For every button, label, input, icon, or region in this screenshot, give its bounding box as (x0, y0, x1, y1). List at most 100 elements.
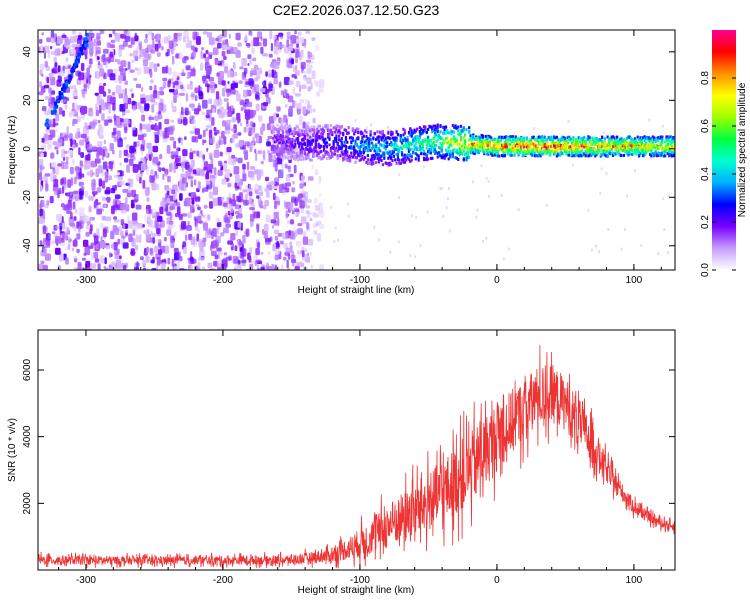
heatmap-cell (649, 139, 652, 143)
heatmap-cell (616, 139, 619, 143)
heatmap-cell (407, 157, 411, 161)
heatmap-cell (529, 138, 532, 142)
heatmap-cell (564, 143, 567, 147)
heatmap-cell (317, 142, 320, 146)
heatmap-cell (625, 144, 628, 148)
heatmap-cell (94, 235, 99, 244)
heatmap-cell (283, 200, 286, 209)
heatmap-cell (256, 136, 259, 143)
heatmap-cell (470, 134, 474, 138)
heatmap-cell (286, 31, 291, 39)
heatmap-cell (286, 174, 291, 182)
heatmap-cell (616, 150, 619, 154)
heatmap-cell (328, 143, 331, 147)
heatmap-cell (444, 148, 448, 152)
heatmap-cell (383, 145, 386, 149)
heatmap-cell (359, 140, 363, 144)
heatmap-cell (346, 150, 349, 154)
heatmap-cell (287, 148, 290, 152)
heatmap-cell (607, 141, 611, 145)
heatmap-cell (446, 153, 449, 157)
heatmap-cell (629, 137, 632, 141)
heatmap-cell (144, 214, 150, 222)
heatmap-cell (50, 37, 55, 44)
heatmap-cell (146, 209, 149, 215)
heatmap-cell (609, 152, 612, 156)
heatmap-cell (276, 146, 279, 150)
heatmap-cell (413, 147, 416, 151)
heatmap-cell (457, 158, 460, 161)
heatmap-cell (601, 144, 604, 148)
heatmap-cell (443, 140, 446, 144)
heatmap-cell (558, 142, 561, 146)
heatmap-cell (590, 143, 593, 147)
heatmap-cell (62, 110, 65, 117)
heatmap-cell (672, 136, 675, 140)
heatmap-cell (328, 153, 331, 157)
heatmap-cell (305, 154, 308, 158)
heatmap-cell (196, 36, 201, 45)
heatmap-cell (428, 125, 431, 129)
heatmap-cell (662, 154, 665, 158)
heatmap-cell (206, 147, 209, 152)
heatmap-cell (462, 128, 465, 132)
heatmap-cell (396, 145, 400, 149)
heatmap-cell (357, 145, 360, 149)
heatmap-cell (480, 139, 483, 143)
heatmap-cell (442, 141, 445, 145)
heatmap-cell (290, 141, 293, 145)
heatmap-cell (409, 253, 412, 257)
heatmap-cell (365, 146, 368, 149)
heatmap-cell (294, 65, 298, 71)
heatmap-cell (450, 132, 453, 136)
heatmap-cell (169, 136, 175, 141)
heatmap-cell (313, 198, 318, 204)
heatmap-cell (507, 145, 511, 149)
heatmap-cell (75, 209, 78, 214)
spectrogram-ylabel: Frequency (Hz) (7, 116, 18, 185)
heatmap-cell (354, 155, 357, 159)
heatmap-cell (201, 111, 205, 116)
heatmap-cell (301, 250, 305, 258)
heatmap-cell (667, 251, 670, 254)
heatmap-cell (94, 258, 100, 263)
heatmap-cell (346, 158, 349, 162)
heatmap-cell (310, 148, 313, 152)
heatmap-cell (395, 143, 398, 147)
heatmap-cell (586, 137, 589, 141)
heatmap-cell (670, 140, 674, 144)
heatmap-cell (269, 31, 273, 40)
heatmap-cell (48, 87, 52, 94)
heatmap-cell (613, 136, 616, 140)
heatmap-cell (349, 145, 352, 149)
heatmap-cell (205, 67, 211, 75)
heatmap-cell (68, 156, 71, 160)
heatmap-cell (509, 153, 512, 157)
heatmap-cell (669, 135, 672, 139)
heatmap-cell (521, 145, 524, 149)
heatmap-cell (588, 146, 591, 150)
heatmap-cell (232, 158, 236, 165)
heatmap-cell (343, 144, 346, 148)
heatmap-cell (572, 141, 575, 145)
heatmap-cell (546, 138, 549, 141)
heatmap-cell (47, 141, 52, 150)
heatmap-cell (128, 120, 131, 125)
heatmap-cell (491, 147, 494, 151)
heatmap-cell (512, 135, 515, 139)
heatmap-cell (470, 142, 474, 146)
heatmap-cell (140, 163, 147, 171)
heatmap-cell (588, 153, 591, 157)
heatmap-cell (234, 182, 237, 189)
heatmap-cell (431, 145, 434, 149)
heatmap-cell (610, 152, 613, 156)
heatmap-cell (141, 124, 147, 130)
heatmap-cell (208, 191, 214, 199)
heatmap-cell (90, 252, 94, 261)
heatmap-cell (665, 139, 668, 143)
heatmap-cell (257, 196, 262, 205)
heatmap-cell (302, 106, 307, 115)
heatmap-cell (542, 144, 545, 147)
heatmap-cell (414, 152, 417, 156)
